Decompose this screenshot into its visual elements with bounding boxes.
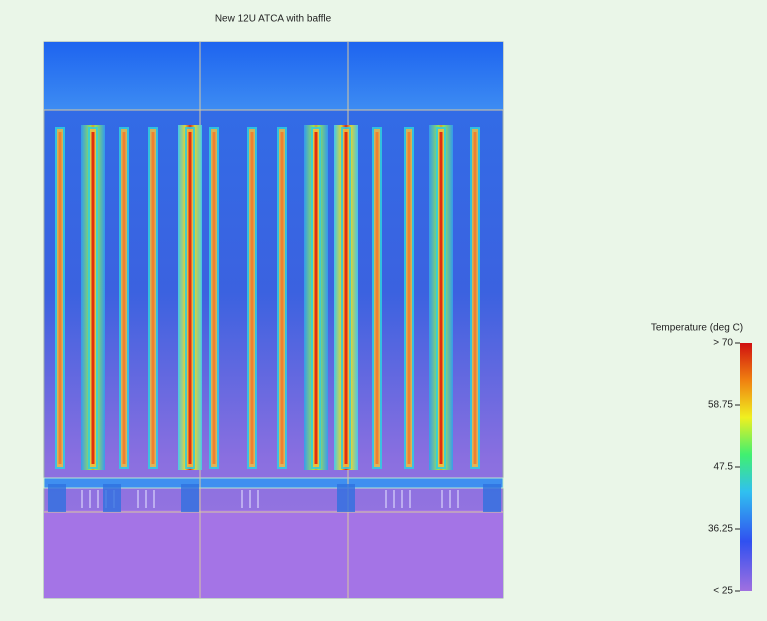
vent <box>483 484 501 512</box>
board-core <box>315 132 318 464</box>
bottom-plenum <box>44 510 503 598</box>
board-core <box>440 132 443 464</box>
board-core <box>408 132 411 464</box>
top-plenum <box>44 42 503 110</box>
board-core <box>345 132 348 464</box>
board-core <box>152 132 155 464</box>
colorbar-tick-label: > 70 <box>713 338 733 349</box>
board-core <box>189 132 192 464</box>
board-core <box>474 132 477 464</box>
board-core <box>123 132 126 464</box>
vent <box>103 484 121 512</box>
colorbar-tick-label: < 25 <box>713 586 733 597</box>
colorbar <box>740 343 752 591</box>
board-core <box>281 132 284 464</box>
board-core <box>376 132 379 464</box>
vent <box>48 484 66 512</box>
board-core <box>59 132 62 464</box>
board-core <box>92 132 95 464</box>
colorbar-tick-label: 47.5 <box>714 462 734 473</box>
figure: New 12U ATCA with baffle Temperature (de… <box>0 0 767 621</box>
vent <box>181 484 199 512</box>
colorbar-tick-label: 36.25 <box>708 524 733 535</box>
chart-title: New 12U ATCA with baffle <box>215 14 332 25</box>
board-core <box>213 132 216 464</box>
board-core <box>251 132 254 464</box>
colorbar-label: Temperature (deg C) <box>651 323 743 334</box>
page: New 12U ATCA with baffle Temperature (de… <box>0 0 767 621</box>
vent <box>337 484 355 512</box>
colorbar-tick-label: 58.75 <box>708 400 733 411</box>
